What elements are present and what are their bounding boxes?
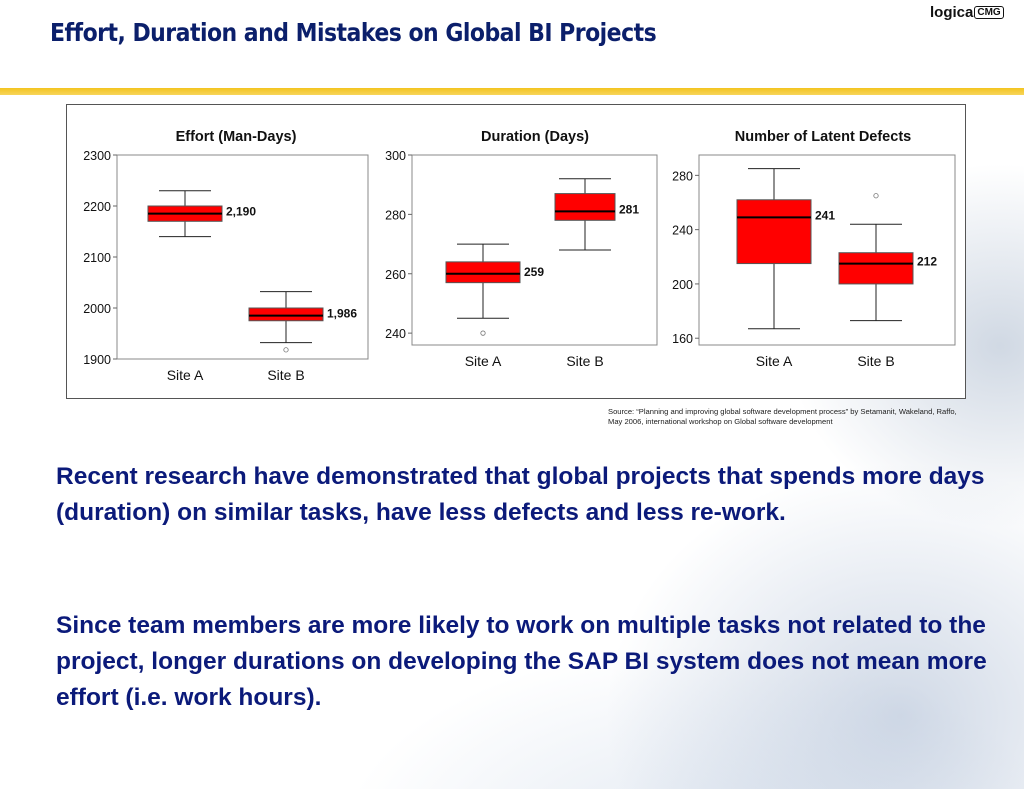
source-citation: Source: “Planning and improving global s…	[608, 407, 957, 426]
x-category-label: Site B	[857, 353, 894, 369]
x-category-label: Site A	[756, 353, 793, 369]
median-value-label: 1,986	[327, 307, 357, 321]
y-tick-label: 2000	[83, 302, 111, 316]
box-plot-panel: Effort (Man-Days) 1900 2000 2100 2200 2300 2,1…	[66, 104, 966, 399]
x-category-label: Site B	[267, 367, 304, 383]
median-value-label: 212	[917, 255, 937, 269]
y-tick-label: 240	[672, 224, 693, 238]
x-category-label: Site A	[167, 367, 204, 383]
median-value-label: 2,190	[226, 205, 256, 219]
box-iqr	[736, 199, 812, 265]
outlier-point	[873, 193, 879, 199]
chart-title: Duration (Days)	[481, 129, 589, 145]
box-iqr	[554, 193, 616, 221]
y-tick-label: 260	[385, 268, 406, 282]
x-category-label: Site B	[566, 353, 603, 369]
y-tick-label: 200	[672, 278, 693, 292]
y-tick-label: 2100	[83, 251, 111, 265]
outlier-point	[283, 347, 289, 353]
chart-title: Effort (Man-Days)	[176, 129, 297, 145]
title-divider	[0, 88, 1024, 95]
box-iqr	[248, 307, 324, 322]
median-value-label: 281	[619, 202, 639, 216]
median-value-label: 241	[815, 208, 835, 222]
y-tick-label: 2300	[83, 149, 111, 163]
y-tick-label: 280	[672, 169, 693, 183]
company-logo: logica CMG	[930, 4, 1004, 26]
y-tick-label: 280	[385, 208, 406, 222]
chart-title: Number of Latent Defects	[735, 129, 911, 145]
y-tick-label: 240	[385, 327, 406, 341]
x-category-label: Site A	[465, 353, 502, 369]
plot-frame	[411, 154, 658, 346]
median-value-label: 259	[524, 265, 544, 279]
logo-suffix-text: CMG	[974, 6, 1004, 19]
y-tick-label: 2200	[83, 200, 111, 214]
y-tick-label: 1900	[83, 353, 111, 367]
logo-main-text: logica	[930, 4, 974, 21]
y-tick-label: 300	[385, 149, 406, 163]
outlier-point	[480, 330, 486, 336]
plot-frame	[116, 154, 369, 360]
box-iqr	[445, 261, 521, 284]
slide-title: Effort, Duration and Mistakes on Global …	[50, 18, 657, 47]
paragraph-team-members: Since team members are more likely to wo…	[56, 612, 987, 711]
y-tick-label: 160	[672, 332, 693, 346]
box-iqr	[838, 252, 914, 285]
paragraph-research: Recent research have demonstrated that g…	[56, 463, 985, 526]
box-plots-svg: Effort (Man-Days) 1900 2000 2100 2200 2300 2,1…	[83, 129, 956, 383]
